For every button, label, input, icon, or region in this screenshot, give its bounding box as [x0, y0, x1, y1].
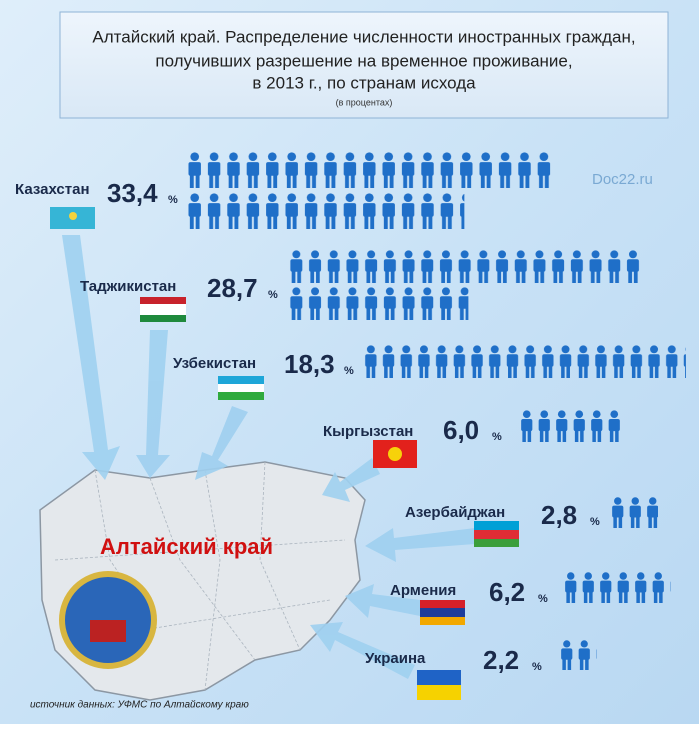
- title-line: получивших разрешение на временное прожи…: [155, 51, 572, 70]
- coat-of-arms-detail: [90, 620, 126, 642]
- subtitle: (в процентах): [336, 97, 393, 107]
- flags: [50, 207, 519, 700]
- unit-label: %: [344, 365, 354, 377]
- icon-row: [287, 250, 643, 283]
- unit-label: %: [538, 593, 548, 605]
- unit-label: %: [532, 661, 542, 673]
- icon-row: [518, 410, 623, 442]
- icon-row: [562, 572, 671, 603]
- value-label: 28,7: [207, 273, 258, 303]
- icon-row: [609, 497, 658, 528]
- source: источник данных: УФМС по Алтайскому краю: [30, 700, 249, 711]
- icon-row: [185, 152, 554, 188]
- country-name: Кыргызстан: [323, 423, 413, 440]
- watermark: Doc22.ru: [592, 171, 653, 188]
- unit-label: %: [168, 194, 178, 206]
- icon-row: [287, 287, 469, 320]
- country-name: Узбекистан: [173, 355, 256, 372]
- country-name: Казахстан: [15, 181, 90, 198]
- icon-row: [558, 640, 597, 670]
- country-name: Азербайджан: [405, 504, 505, 521]
- unit-label: %: [492, 431, 502, 443]
- value-label: 18,3: [284, 349, 335, 379]
- value-label: 2,2: [483, 645, 519, 675]
- value-label: 6,0: [443, 415, 479, 445]
- country-name: Таджикистан: [80, 278, 176, 295]
- title-line: в 2013 г., по странам исхода: [252, 73, 476, 92]
- district-lines: [54, 461, 346, 691]
- value-label: 33,4: [107, 178, 158, 208]
- title-box: [59, 11, 669, 119]
- country-name: Армения: [390, 582, 456, 599]
- icon-row: [185, 193, 465, 229]
- country-name: Украина: [365, 650, 426, 667]
- unit-label: %: [268, 289, 278, 301]
- value-label: 6,2: [489, 577, 525, 607]
- value-label: 2,8: [541, 500, 577, 530]
- unit-label: %: [590, 516, 600, 528]
- region-label: Алтайский край: [100, 534, 273, 559]
- title-line: Алтайский край. Распределение численност…: [92, 27, 635, 46]
- icon-row: [362, 345, 686, 378]
- arrows: [62, 235, 475, 679]
